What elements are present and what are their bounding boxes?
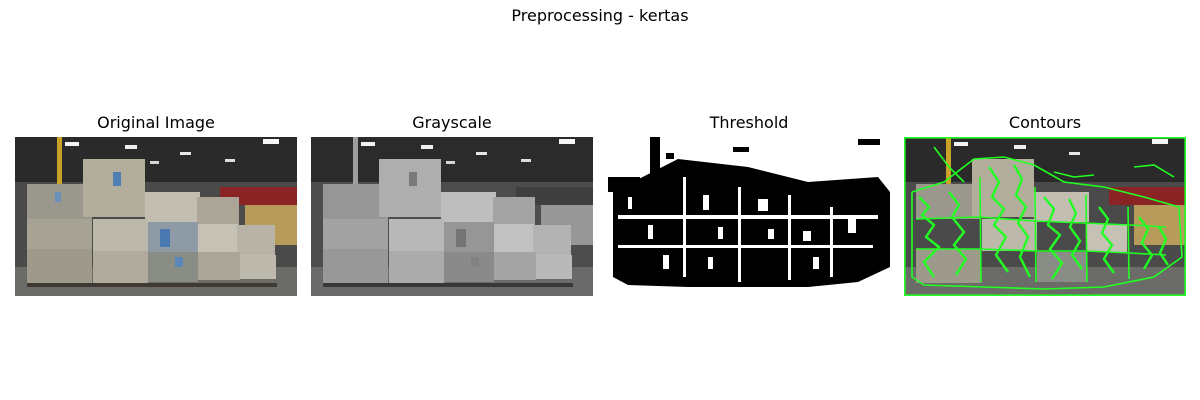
contours-image — [904, 137, 1186, 296]
threshold-image-panel — [608, 137, 890, 296]
panel-title-contours: Contours — [1008, 113, 1082, 132]
contours-image-panel — [904, 137, 1186, 296]
original-image-panel — [15, 137, 297, 296]
panel-title-grayscale: Grayscale — [412, 113, 492, 132]
threshold-image — [608, 137, 890, 296]
figure-title: Preprocessing - kertas — [511, 6, 689, 25]
original-image — [15, 137, 297, 296]
panel-title-threshold: Threshold — [709, 113, 789, 132]
grayscale-image — [311, 137, 593, 296]
panel-title-original: Original Image — [97, 113, 215, 132]
grayscale-image-panel — [311, 137, 593, 296]
